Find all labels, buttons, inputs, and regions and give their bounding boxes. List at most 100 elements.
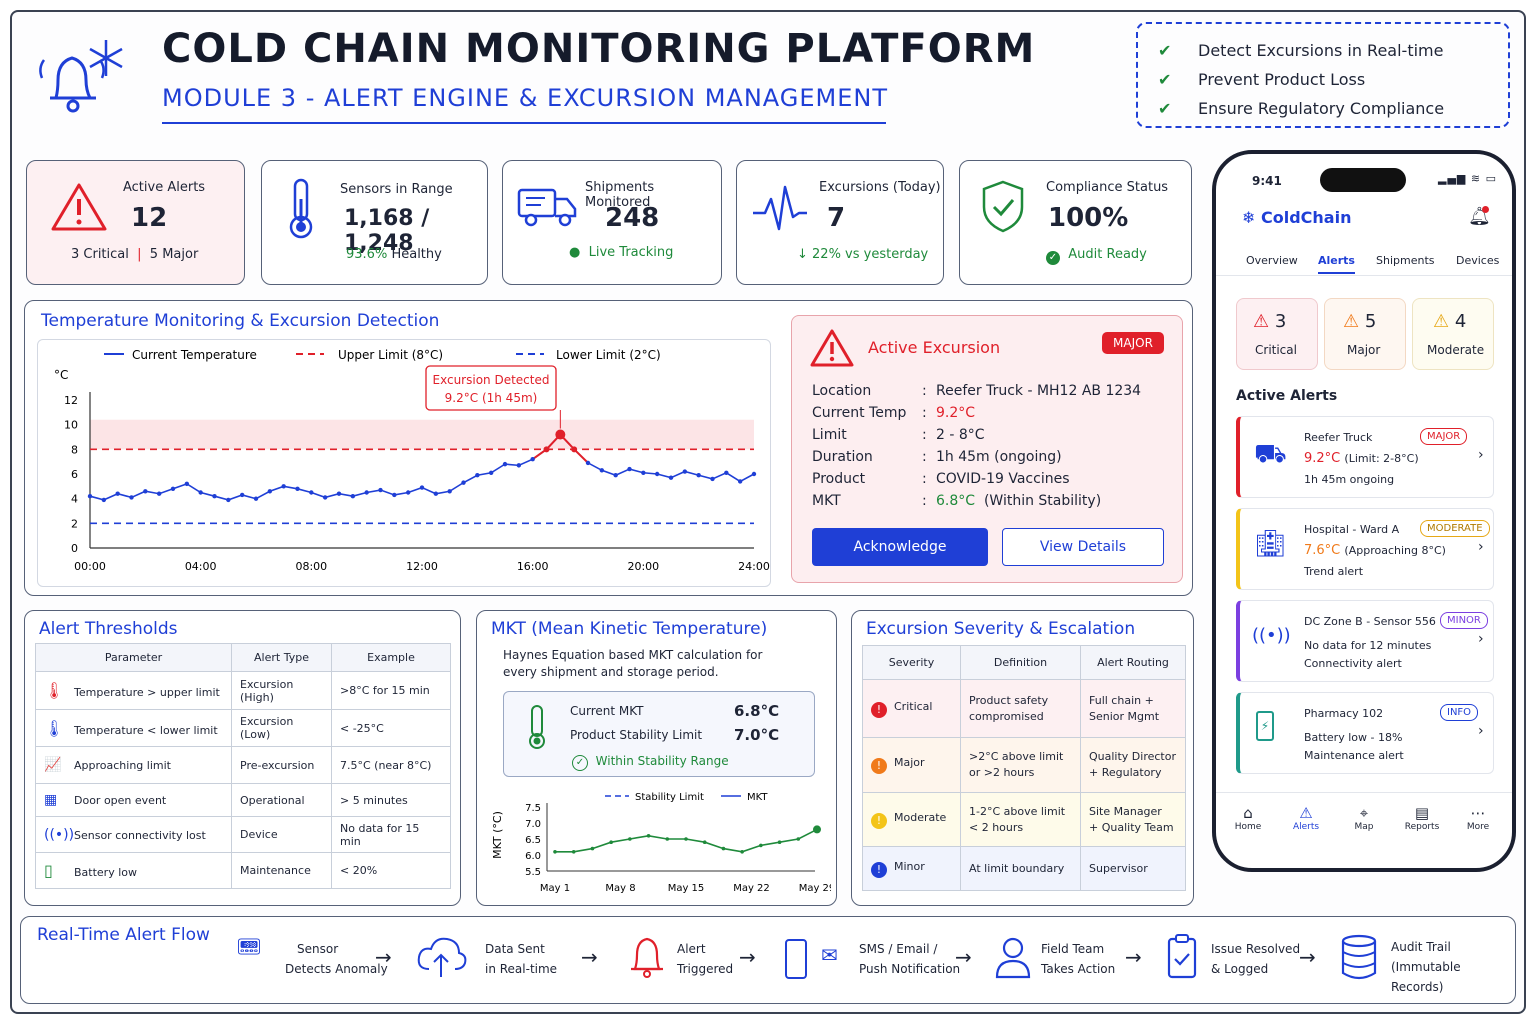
y-tick-label: 0 (71, 542, 78, 555)
tab-alerts[interactable]: Alerts (1318, 254, 1355, 274)
data-point (143, 489, 148, 494)
count-row: ⚠ 3 (1253, 311, 1287, 332)
alert-card[interactable]: ⚡ Pharmacy 102 INFO Battery low - 18% Ma… (1236, 692, 1494, 774)
count-card-major[interactable]: ⚠ 5 Major (1324, 298, 1406, 370)
tab-overview[interactable]: Overview (1246, 254, 1298, 267)
nav-map[interactable]: ⌖ Map (1350, 804, 1378, 832)
acknowledge-button[interactable]: Acknowledge (812, 528, 988, 566)
tab-shipments[interactable]: Shipments (1376, 254, 1435, 267)
nav-more[interactable]: ⋯ More (1464, 804, 1492, 832)
x-tick-label: 20:00 (627, 560, 659, 573)
nav-alerts[interactable]: ⚠ Alerts (1290, 804, 1322, 832)
section-title: Alert Thresholds (39, 619, 178, 639)
alert-card[interactable]: ((•)) DC Zone B - Sensor 556 MINOR No da… (1236, 600, 1494, 682)
data-point (184, 481, 190, 487)
arrow-right-icon: → (375, 945, 392, 969)
y-tick-label: 6.0 (525, 851, 541, 862)
data-point (553, 850, 557, 854)
kpi-sub: 93.6% Healthy (346, 247, 442, 262)
alert-badge: INFO (1440, 704, 1479, 721)
y-axis-unit: °C (54, 368, 68, 382)
excursion-title: Active Excursion (868, 338, 1001, 357)
kpi-active-alerts[interactable]: Active Alerts 12 3 Critical | 5 Major (26, 160, 245, 285)
kpi-compliance[interactable]: Compliance Status 100% ✓ Audit Ready (959, 160, 1192, 285)
tab-devices[interactable]: Devices (1456, 254, 1500, 267)
subtitle-underline (162, 122, 886, 124)
view-details-button[interactable]: View Details (1002, 528, 1164, 566)
check-icon: ✔ (1158, 70, 1172, 89)
mkt-limit-value: 7.0°C (734, 726, 780, 744)
alert-line: 9.2°C (Limit: 2-8°C) (1304, 451, 1419, 466)
peak-marker (555, 429, 566, 440)
alert-flow-panel: Real-Time Alert Flow 📟︎ Sensor Detects An… (20, 916, 1516, 1004)
kpi-excursions[interactable]: Excursions (Today) 7 ↓ 22% vs yesterday (736, 160, 944, 285)
kpi-shipments[interactable]: Shipments Monitored 248 ● Live Tracking (502, 160, 722, 285)
severity-panel: Excursion Severity & Escalation Severity… (851, 610, 1194, 906)
flow-step: Alert Triggered (677, 942, 734, 976)
severity-table: Severity Definition Alert Routing ! Crit… (862, 645, 1186, 891)
detail-row: Location: Reefer Truck - MH12 AB 1234 (812, 383, 1142, 399)
alert-card[interactable]: 🏥︎ Hospital - Ward A MODERATE 7.6°C (App… (1236, 508, 1494, 590)
count-row: ⚠ 4 (1433, 311, 1467, 332)
detail-row: Duration:1h 45m (ongoing) (812, 449, 1062, 465)
data-point (641, 470, 646, 475)
database-icon (1341, 934, 1377, 980)
data-point (628, 837, 632, 841)
data-point (364, 490, 369, 495)
hospital-icon: 🏥︎ (1254, 529, 1288, 559)
count-card-critical[interactable]: ⚠ 3 Critical (1236, 298, 1318, 370)
warning-icon: ⚠ (1253, 311, 1270, 332)
x-tick-label: 04:00 (185, 560, 217, 573)
y-tick-label: 8 (71, 443, 78, 456)
flow-step: Sensor Detects Anomaly (285, 942, 388, 976)
kpi-label: Active Alerts (123, 180, 206, 195)
x-tick-label: 16:00 (517, 560, 549, 573)
detail-row: MKT:6.8°C (Within Stability) (812, 493, 1102, 509)
notification-bell-icon[interactable]: 🔔︎ (1468, 206, 1491, 227)
data-point (226, 497, 231, 503)
mkt-limit-label: Product Stability Limit (570, 728, 703, 742)
flow-step: Field Team Takes Action (1041, 942, 1116, 976)
data-point (613, 473, 618, 478)
calendar-icon: ▦ (44, 792, 58, 808)
data-point (170, 486, 176, 491)
kpi-sensors[interactable]: Sensors in Range 1,168 / 1,248 93.6% Hea… (261, 160, 488, 285)
count-card-moderate[interactable]: ⚠ 4 Moderate (1412, 298, 1494, 370)
arrow-right-icon: → (955, 945, 972, 969)
detail-row: Product: COVID-19 Vaccines (812, 471, 1070, 487)
alert-card[interactable]: ⛟ Reefer Truck MAJOR 9.2°C (Limit: 2-8°C… (1236, 416, 1494, 498)
data-point (737, 479, 743, 484)
status-time: 9:41 (1252, 174, 1282, 188)
temperature-chart: Current Temperature Upper Limit (8°C) Lo… (37, 339, 771, 587)
thermometer-high-icon: 🌡 (44, 681, 65, 700)
data-point (129, 495, 134, 500)
data-point (702, 840, 707, 844)
table-row: ▯ Battery low Maintenance < 20% (35, 852, 451, 889)
temperature-panel: Temperature Monitoring & Excursion Detec… (24, 300, 1193, 596)
table-row: 🌡 Temperature > upper limit Excursion (Hi… (35, 671, 451, 710)
alert-title: Hospital - Ward A (1304, 523, 1400, 536)
alert-thresholds-panel: Alert Thresholds Parameter Alert Type Ex… (24, 610, 461, 906)
warning-icon (51, 183, 107, 231)
data-point (212, 494, 217, 499)
mkt-current-label: Current MKT (570, 704, 644, 718)
notification-dot (1482, 206, 1489, 213)
table-row: ! Critical Product safety compromised Ful… (862, 679, 1186, 738)
shield-check-icon (982, 180, 1024, 233)
nav-home[interactable]: ⌂ Home (1234, 804, 1262, 832)
mkt-description: Haynes Equation based MKT calculation fo… (503, 648, 763, 679)
section-title: Temperature Monitoring & Excursion Detec… (41, 311, 440, 331)
data-point (239, 492, 245, 498)
nav-divider (1216, 792, 1512, 793)
severity-dot-icon: ! (871, 701, 887, 718)
kpi-value: 7 (827, 203, 846, 233)
section-title: Real-Time Alert Flow (37, 925, 210, 945)
alert-line: Battery low - 18% (1304, 731, 1403, 744)
data-point (590, 846, 595, 851)
nav-reports[interactable]: ▤ Reports (1402, 804, 1442, 832)
kpi-value: 1,168 / 1,248 (344, 206, 430, 256)
data-point (696, 473, 701, 478)
alert-line: No data for 12 minutes (1304, 639, 1432, 652)
severity-dot-icon: ! (871, 812, 887, 829)
data-point (378, 487, 383, 493)
